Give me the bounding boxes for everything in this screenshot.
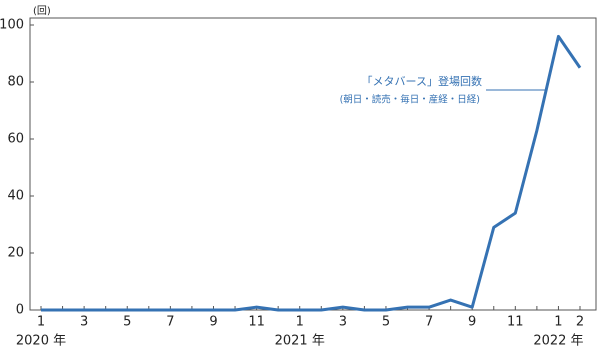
x-tick-label: 1 <box>554 315 562 330</box>
x-tick-label: 7 <box>425 315 433 330</box>
year-label: 2022 年 <box>533 334 583 349</box>
y-tick-label: 100 <box>0 18 24 33</box>
unit-label: (回) <box>33 5 51 17</box>
y-tick-label: 0 <box>16 303 24 318</box>
x-tick-label: 3 <box>80 315 88 330</box>
y-tick-label: 60 <box>7 132 24 147</box>
x-tick-label: 11 <box>248 315 265 330</box>
y-tick-label: 80 <box>7 75 24 90</box>
x-tick-label: 1 <box>37 315 45 330</box>
annotation: 「メタバース」登場回数 <box>362 74 482 88</box>
x-tick-label: 3 <box>339 315 347 330</box>
x-tick-label: 9 <box>209 315 217 330</box>
x-tick-label: 5 <box>123 315 131 330</box>
year-label: 2021 年 <box>275 334 325 349</box>
y-tick-label: 20 <box>7 246 24 261</box>
x-tick-label: 1 <box>296 315 304 330</box>
y-tick-label: 40 <box>7 189 24 204</box>
x-tick-label: 2 <box>576 315 584 330</box>
year-label: 2020 年 <box>16 334 66 349</box>
plot-frame <box>29 17 597 311</box>
x-tick-label: 5 <box>382 315 390 330</box>
x-tick-label: 7 <box>166 315 174 330</box>
data-line <box>41 34 582 312</box>
x-tick-label: 11 <box>507 315 524 330</box>
x-tick-label: 9 <box>468 315 476 330</box>
annotation-sub: (朝日・読売・毎日・産経・日経) <box>340 94 480 106</box>
